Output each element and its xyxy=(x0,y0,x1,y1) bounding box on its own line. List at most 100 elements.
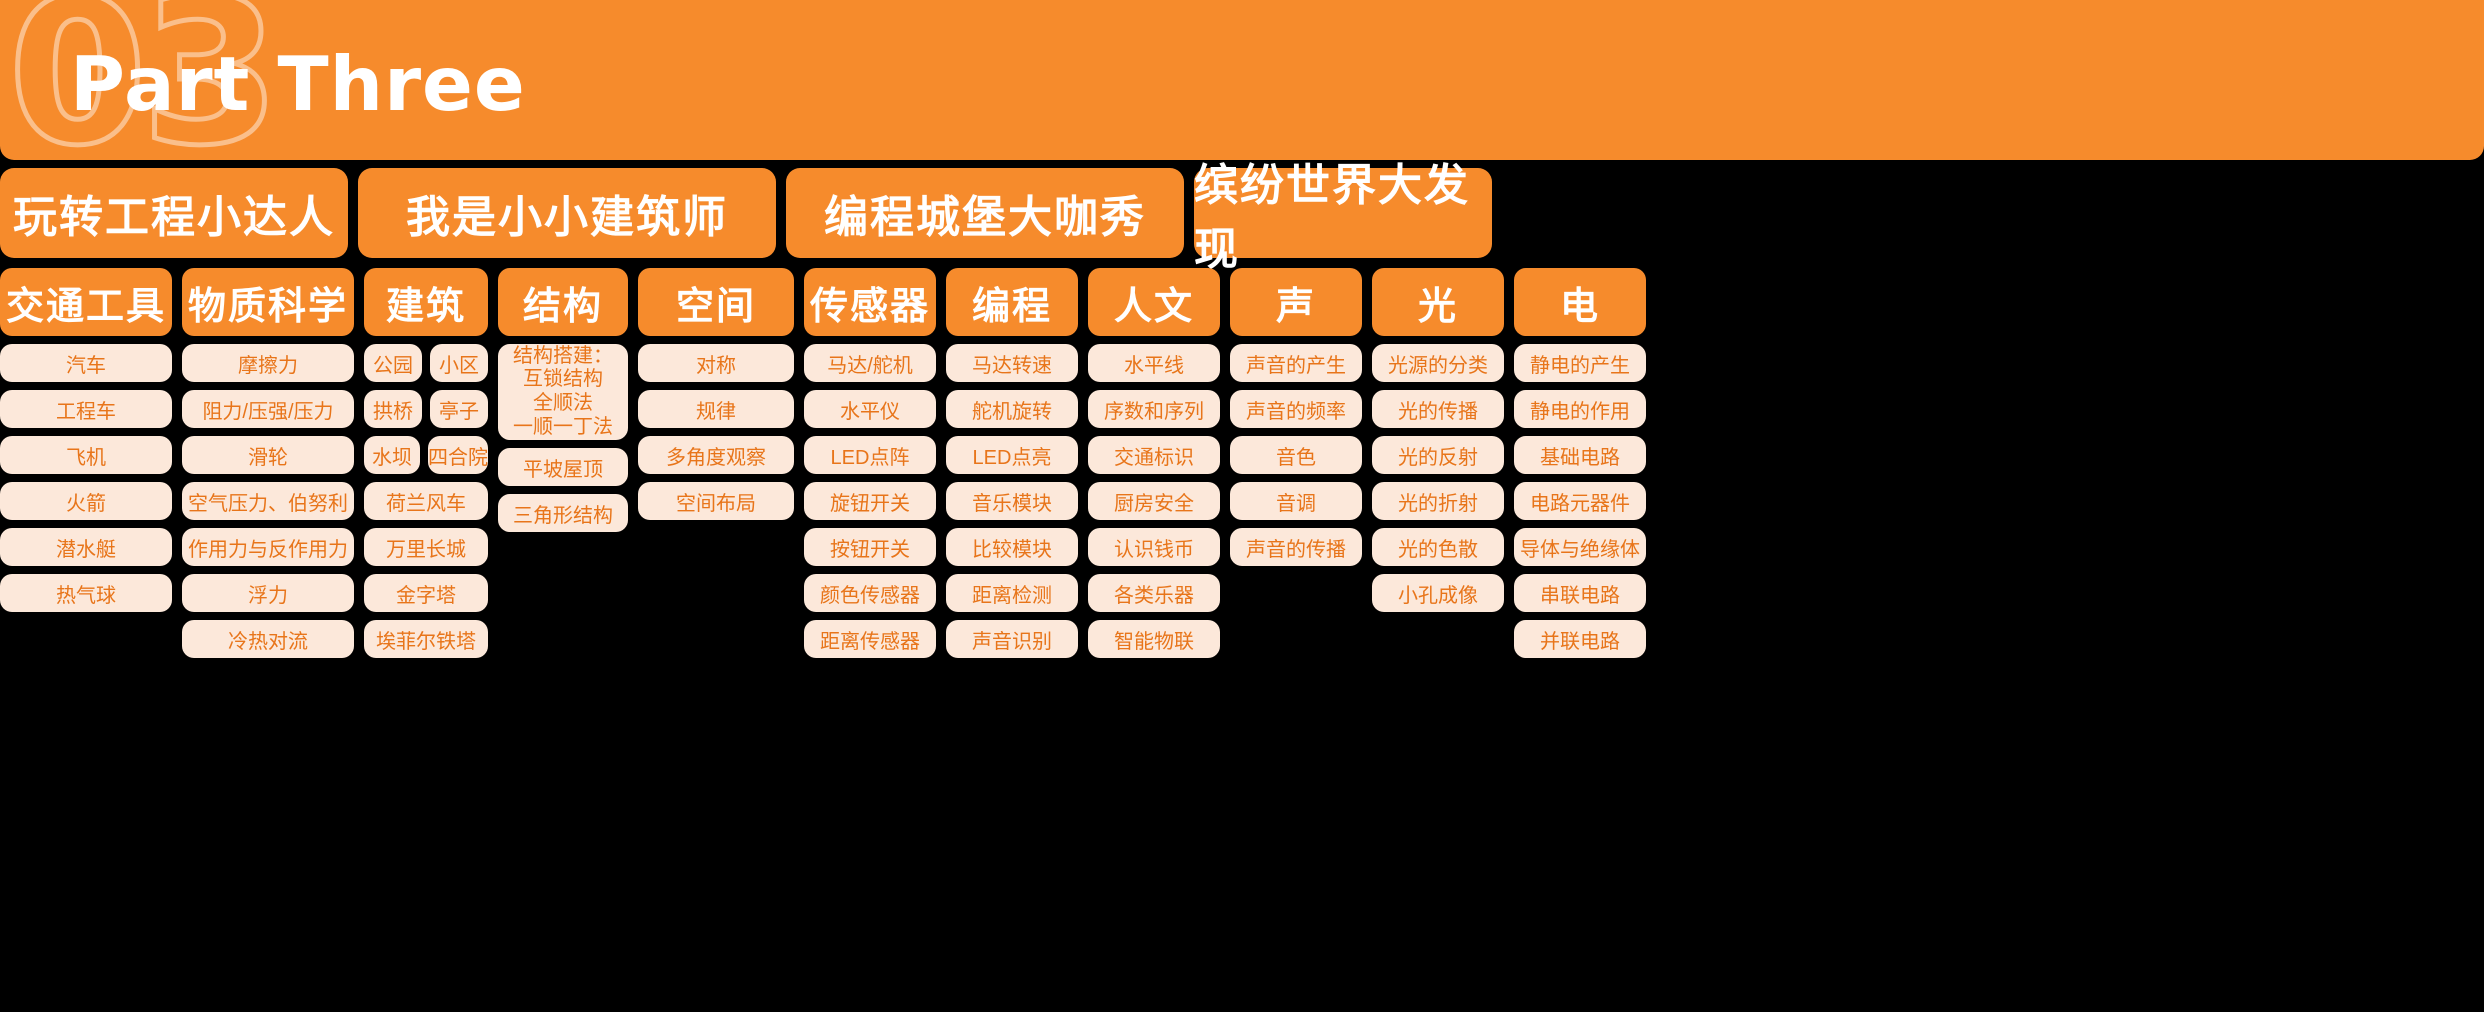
topic-chip[interactable]: 摩擦力 xyxy=(182,344,354,382)
section-card-4[interactable]: 缤纷世界大发现 xyxy=(1194,161,1492,274)
topic-chip[interactable]: 潜水艇 xyxy=(0,528,172,566)
topic-chip[interactable]: 空气压力、伯努利 xyxy=(182,482,354,520)
topic-chip[interactable]: LED点阵 xyxy=(804,436,936,474)
topic-chip[interactable]: 颜色传感器 xyxy=(804,574,936,612)
topic-chip[interactable]: 声音的产生 xyxy=(1230,344,1362,382)
topic-chip[interactable]: 平坡屋顶 xyxy=(498,448,628,486)
header-band: 03 Part Three xyxy=(0,0,2484,160)
topic-chip[interactable]: 电路元器件 xyxy=(1514,482,1646,520)
column-header[interactable]: 光 xyxy=(1372,268,1504,336)
topic-chip-line: 全顺法 xyxy=(533,392,593,414)
column-10: 光光源的分类光的传播光的反射光的折射光的色散小孔成像 xyxy=(1372,268,1504,658)
topic-chip[interactable]: 马达/舵机 xyxy=(804,344,936,382)
topic-chip[interactable]: 距离传感器 xyxy=(804,620,936,658)
topic-chip[interactable]: 浮力 xyxy=(182,574,354,612)
topic-chip[interactable]: 小孔成像 xyxy=(1372,574,1504,612)
topic-chip[interactable]: 汽车 xyxy=(0,344,172,382)
topic-chip[interactable]: 静电的作用 xyxy=(1514,390,1646,428)
column-header[interactable]: 物质科学 xyxy=(182,268,354,336)
topic-chip[interactable]: LED点亮 xyxy=(946,436,1078,474)
topic-chip[interactable]: 水平线 xyxy=(1088,344,1220,382)
topic-chip[interactable]: 热气球 xyxy=(0,574,172,612)
topic-chip[interactable]: 按钮开关 xyxy=(804,528,936,566)
topic-chip[interactable]: 滑轮 xyxy=(182,436,354,474)
topic-chip[interactable]: 埃菲尔铁塔 xyxy=(364,620,488,658)
topic-chip[interactable]: 声音的频率 xyxy=(1230,390,1362,428)
topic-chip[interactable]: 串联电路 xyxy=(1514,574,1646,612)
topic-chip-line: 一顺一丁法 xyxy=(513,415,613,438)
section-card-1[interactable]: 玩转工程小达人 xyxy=(0,168,348,258)
topic-chip[interactable]: 舵机旋转 xyxy=(946,390,1078,428)
topic-chip[interactable]: 智能物联 xyxy=(1088,620,1220,658)
topic-chip[interactable]: 光的反射 xyxy=(1372,436,1504,474)
topic-chip[interactable]: 火箭 xyxy=(0,482,172,520)
topic-chip[interactable]: 小区 xyxy=(430,344,488,382)
topic-chip[interactable]: 光的色散 xyxy=(1372,528,1504,566)
topic-chip[interactable]: 各类乐器 xyxy=(1088,574,1220,612)
column-header[interactable]: 结构 xyxy=(498,268,628,336)
topic-chip-line: 结构搭建： xyxy=(513,344,613,367)
column-header[interactable]: 人文 xyxy=(1088,268,1220,336)
topic-chip[interactable]: 基础电路 xyxy=(1514,436,1646,474)
topic-chip[interactable]: 三角形结构 xyxy=(498,494,628,532)
topic-chip[interactable]: 光的折射 xyxy=(1372,482,1504,520)
topic-chip[interactable]: 认识钱币 xyxy=(1088,528,1220,566)
topic-chip[interactable]: 序数和序列 xyxy=(1088,390,1220,428)
topic-chip[interactable]: 飞机 xyxy=(0,436,172,474)
topic-chip[interactable]: 光源的分类 xyxy=(1372,344,1504,382)
split-row: 拱桥 亭子 xyxy=(364,390,488,428)
topic-chip[interactable]: 声音识别 xyxy=(946,620,1078,658)
category-grid: 交通工具 汽车 工程车 飞机 火箭 潜水艇 热气球 物质科学 摩擦力 阻力/压强/压力 滑轮 空气压力… xyxy=(0,268,2484,1012)
section-label: 编程城堡大咖秀 xyxy=(824,193,1146,242)
column-header[interactable]: 空间 xyxy=(638,268,794,336)
topic-chip[interactable]: 作用力与反作用力 xyxy=(182,528,354,566)
topic-chip[interactable]: 厨房安全 xyxy=(1088,482,1220,520)
topic-chip[interactable]: 多角度观察 xyxy=(638,436,794,474)
topic-chip[interactable]: 水平仪 xyxy=(804,390,936,428)
column-3: 建筑 公园 小区 拱桥 亭子 水坝 四合院 荷兰风车 万里长城 金字塔 埃菲尔铁塔 xyxy=(364,268,488,658)
split-row: 公园 小区 xyxy=(364,344,488,382)
topic-chip[interactable]: 旋钮开关 xyxy=(804,482,936,520)
topic-chip[interactable]: 万里长城 xyxy=(364,528,488,566)
topic-chip[interactable]: 音调 xyxy=(1230,482,1362,520)
topic-chip[interactable]: 空间布局 xyxy=(638,482,794,520)
topic-chip[interactable]: 声音的传播 xyxy=(1230,528,1362,566)
topic-chip[interactable]: 交通标识 xyxy=(1088,436,1220,474)
topic-chip[interactable]: 荷兰风车 xyxy=(364,482,488,520)
topic-chip-line: 互锁结构 xyxy=(523,368,603,391)
section-card-3[interactable]: 编程城堡大咖秀 xyxy=(786,168,1184,258)
section-card-2[interactable]: 我是小小建筑师 xyxy=(358,168,776,258)
topic-chip[interactable]: 公园 xyxy=(364,344,422,382)
column-6: 传感器马达/舵机水平仪 LED点阵旋钮开关按钮开关颜色传感器距离传感器 xyxy=(804,268,936,658)
column-header[interactable]: 传感器 xyxy=(804,268,936,336)
topic-chip[interactable]: 规律 xyxy=(638,390,794,428)
topic-chip[interactable]: 并联电路 xyxy=(1514,620,1646,658)
topic-chip[interactable]: 水坝 xyxy=(364,436,420,474)
topic-chip[interactable]: 金字塔 xyxy=(364,574,488,612)
topic-chip[interactable]: 对称 xyxy=(638,344,794,382)
topic-chip[interactable]: 音色 xyxy=(1230,436,1362,474)
topic-chip[interactable]: 音乐模块 xyxy=(946,482,1078,520)
topic-chip[interactable]: 静电的产生 xyxy=(1514,344,1646,382)
section-label: 缤纷世界大发现 xyxy=(1194,161,1470,274)
topic-chip[interactable]: 工程车 xyxy=(0,390,172,428)
topic-chip[interactable]: 四合院 xyxy=(428,436,488,474)
topic-chip[interactable]: 导体与绝缘体 xyxy=(1514,528,1646,566)
topic-chip[interactable]: 比较模块 xyxy=(946,528,1078,566)
column-header[interactable]: 建筑 xyxy=(364,268,488,336)
topic-chip[interactable]: 光的传播 xyxy=(1372,390,1504,428)
column-1: 交通工具汽车工程车飞机火箭潜水艇热气球 xyxy=(0,268,172,658)
column-header[interactable]: 编程 xyxy=(946,268,1078,336)
topic-chip[interactable]: 马达转速 xyxy=(946,344,1078,382)
column-header[interactable]: 电 xyxy=(1514,268,1646,336)
column-group-1: 交通工具 汽车 工程车 飞机 火箭 潜水艇 热气球 物质科学 摩擦力 阻力/压强/压力 滑轮 空气压力… xyxy=(0,268,354,658)
topic-chip[interactable]: 距离检测 xyxy=(946,574,1078,612)
topic-chip[interactable]: 阻力/压强/压力 xyxy=(182,390,354,428)
topic-chip[interactable]: 亭子 xyxy=(430,390,488,428)
column-header[interactable]: 声 xyxy=(1230,268,1362,336)
column-9: 声声音的产生声音的频率音色音调声音的传播 xyxy=(1230,268,1362,658)
column-header[interactable]: 交通工具 xyxy=(0,268,172,336)
topic-chip-multiline[interactable]: 结构搭建： 互锁结构 全顺法 一顺一丁法 xyxy=(498,344,628,440)
topic-chip[interactable]: 拱桥 xyxy=(364,390,422,428)
topic-chip[interactable]: 冷热对流 xyxy=(182,620,354,658)
